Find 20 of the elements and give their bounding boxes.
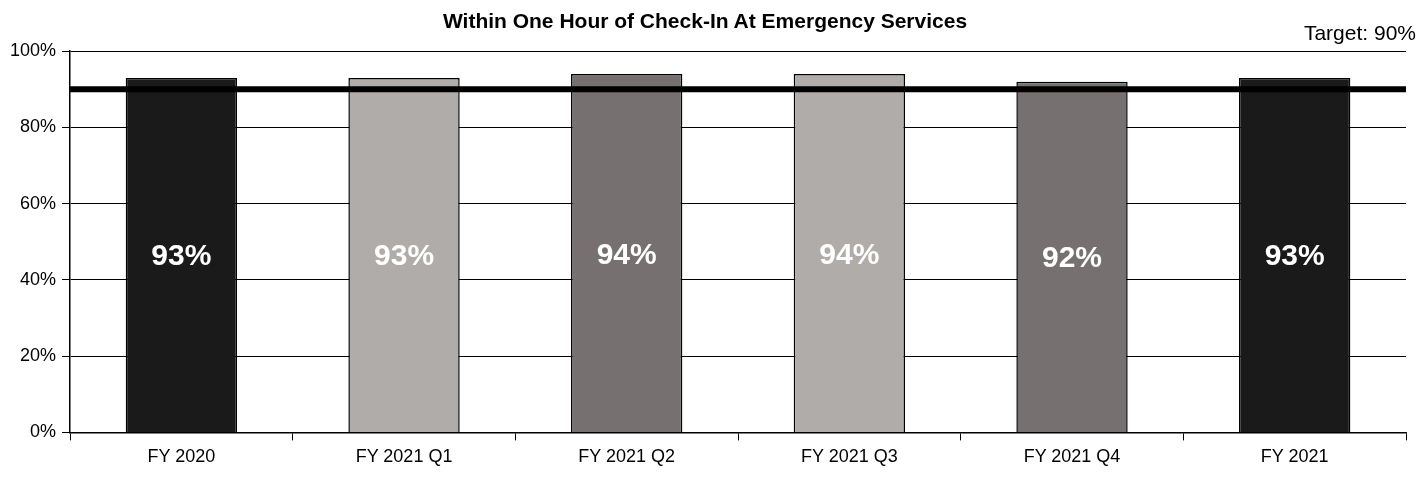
data-label: 93%	[151, 238, 212, 272]
data-label: 92%	[1041, 240, 1103, 274]
data-label: 94%	[596, 236, 657, 270]
data-label: 94%	[819, 236, 880, 270]
x-tick-label: FY 2021 Q2	[578, 446, 676, 467]
chart-title: Within One Hour of Check-In At Emergency Services	[442, 9, 968, 33]
x-tick-label: FY 2021 Q4	[1023, 446, 1121, 467]
data-label: 93%	[374, 238, 435, 272]
y-tick-label: 20%	[20, 345, 57, 366]
y-tick-label: 80%	[20, 116, 57, 137]
x-tick-label: FY 2021 Q3	[800, 446, 898, 467]
y-tick-label: 100%	[9, 40, 57, 61]
x-tick-label: FY 2021 Q1	[355, 446, 453, 467]
y-tick-label: 40%	[20, 268, 57, 289]
x-tick-label: FY 2021	[1260, 446, 1329, 467]
y-tick-label: 0%	[30, 421, 57, 442]
y-tick-label: 60%	[20, 192, 57, 213]
data-label: 93%	[1264, 238, 1325, 272]
ref-line-label: Target: 90%	[1303, 21, 1416, 45]
x-tick-label: FY 2020	[147, 446, 216, 467]
